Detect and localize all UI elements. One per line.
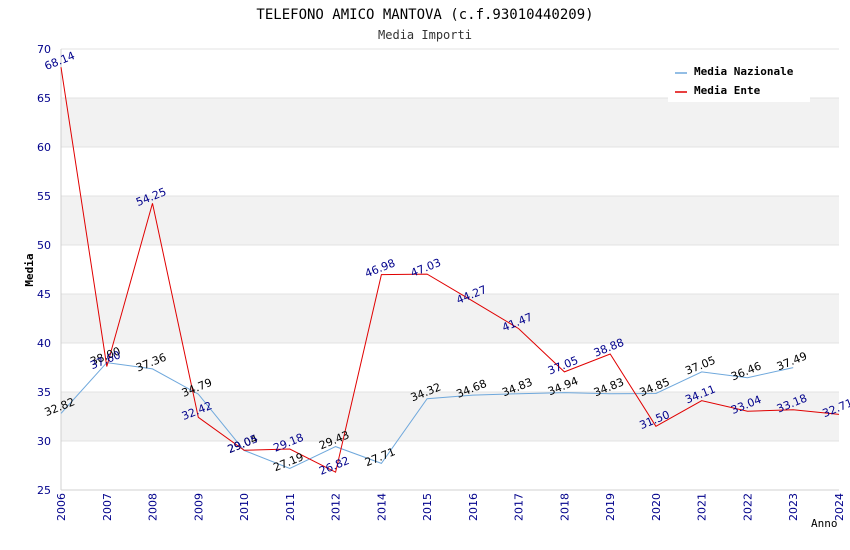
- x-axis-label: Anno: [811, 517, 838, 530]
- x-tick-label: 2008: [147, 493, 160, 521]
- y-tick-label: 30: [37, 435, 51, 448]
- x-tick-label: 2024: [833, 493, 846, 521]
- y-tick-labels: 25 30 35 40 45 50 55 60 65 70: [37, 43, 51, 497]
- data-label-media-nazionale: 37.36: [134, 351, 168, 375]
- legend: Media Nazionale Media Ente: [668, 58, 810, 102]
- chart-subtitle: Media Importi: [378, 28, 472, 42]
- legend-label-media-ente: Media Ente: [694, 84, 761, 97]
- axes: [60, 49, 839, 491]
- grid-band: [61, 196, 839, 245]
- x-tick-label: 2006: [55, 493, 68, 521]
- data-label-media-ente: 47.03: [409, 256, 443, 280]
- y-tick-label: 45: [37, 288, 51, 301]
- series-media-ente: [60, 67, 840, 473]
- data-label-media-ente: 26.82: [317, 454, 351, 478]
- grid-band: [61, 98, 839, 147]
- y-tick-label: 55: [37, 190, 51, 203]
- y-tick-label: 40: [37, 337, 51, 350]
- data-label-media-ente: 46.98: [363, 256, 397, 280]
- chart-title: TELEFONO AMICO MANTOVA (c.f.93010440209): [256, 7, 593, 23]
- x-tick-label: 2010: [238, 493, 251, 521]
- x-tick-label: 2012: [330, 493, 343, 521]
- legend-label-media-nazionale: Media Nazionale: [694, 65, 794, 78]
- grid-band: [61, 392, 839, 441]
- data-label-media-nazionale: 27.71: [363, 445, 397, 469]
- x-tick-label: 2020: [650, 493, 663, 521]
- legend-box: [668, 58, 810, 102]
- x-tick-label: 2021: [696, 493, 709, 521]
- y-axis-label: Media: [23, 253, 36, 286]
- x-tick-label: 2018: [558, 493, 571, 521]
- x-tick-label: 2023: [787, 493, 800, 521]
- x-tick-label: 2022: [741, 493, 754, 521]
- x-tick-label: 2011: [284, 493, 297, 521]
- data-label-media-nazionale: 36.46: [729, 360, 763, 384]
- line-media-nazionale: [60, 362, 794, 470]
- grid-band: [61, 294, 839, 343]
- x-tick-label: 2009: [192, 493, 205, 521]
- x-tick-label: 2015: [421, 493, 434, 521]
- x-tick-label: 2007: [101, 493, 114, 521]
- y-tick-label: 25: [37, 484, 51, 497]
- y-tick-label: 60: [37, 141, 51, 154]
- y-tick-label: 50: [37, 239, 51, 252]
- data-label-media-nazionale: 37.05: [683, 354, 717, 378]
- x-tick-label: 2017: [513, 493, 526, 521]
- data-label-media-nazionale: 37.49: [775, 349, 809, 373]
- x-tick-label: 2014: [375, 493, 388, 521]
- x-tick-labels: 2006 2007 2008 2009 2010 2011 2012 2014 2015 2016…: [55, 493, 846, 521]
- y-tick-label: 65: [37, 92, 51, 105]
- series-media-nazionale: [60, 362, 794, 470]
- x-tick-label: 2019: [604, 493, 617, 521]
- grid-bands: [61, 48, 839, 491]
- y-tick-label: 35: [37, 386, 51, 399]
- line-media-ente: [60, 67, 840, 473]
- x-tick-label: 2016: [467, 493, 480, 521]
- y-tick-label: 70: [37, 43, 51, 56]
